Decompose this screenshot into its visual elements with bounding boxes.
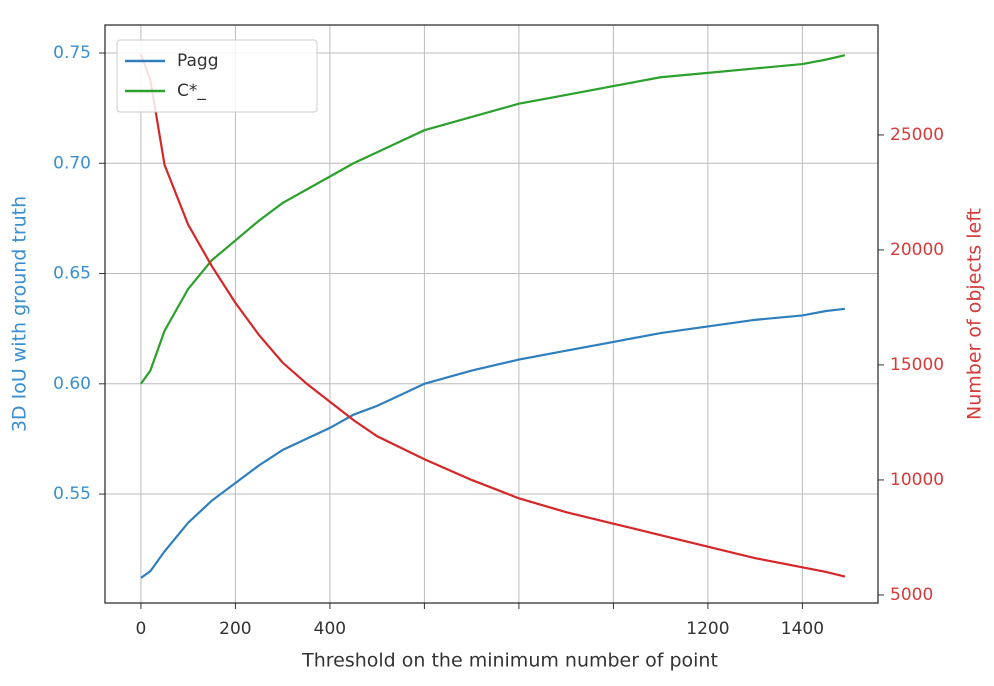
x-tick-label: 200 [219, 619, 251, 639]
y2-tick-label: 25000 [890, 125, 944, 145]
y2-tick-label: 15000 [890, 355, 944, 375]
y-tick-label: 0.65 [53, 264, 91, 284]
legend-box [116, 39, 318, 113]
y-axis-label: 3D IoU with ground truth [9, 196, 31, 432]
plot-frame [104, 24, 879, 604]
y-tick-label: 0.75 [53, 43, 91, 63]
y2-tick-label: 20000 [890, 240, 944, 260]
x-tick-label: 1400 [781, 619, 824, 639]
line-series [140, 54, 846, 385]
x-tick-label: 400 [314, 619, 346, 639]
x-tick-label: 0 [135, 619, 146, 639]
y-tick-label: 0.60 [53, 374, 91, 394]
line-series [140, 307, 846, 579]
y2-tick-label: 10000 [890, 470, 944, 490]
y2-axis-label: Number of objects left [964, 208, 986, 420]
line-series [139, 54, 846, 578]
y-tick-label: 0.55 [53, 484, 91, 504]
x-tick-label: 1200 [686, 619, 729, 639]
y2-tick-label: 5000 [890, 585, 933, 605]
x-axis-label: Threshold on the minimum number of point [301, 650, 718, 672]
y-tick-label: 0.70 [53, 153, 91, 173]
legend-label: C*_ [177, 81, 206, 101]
legend-label: Pagg [177, 51, 219, 71]
